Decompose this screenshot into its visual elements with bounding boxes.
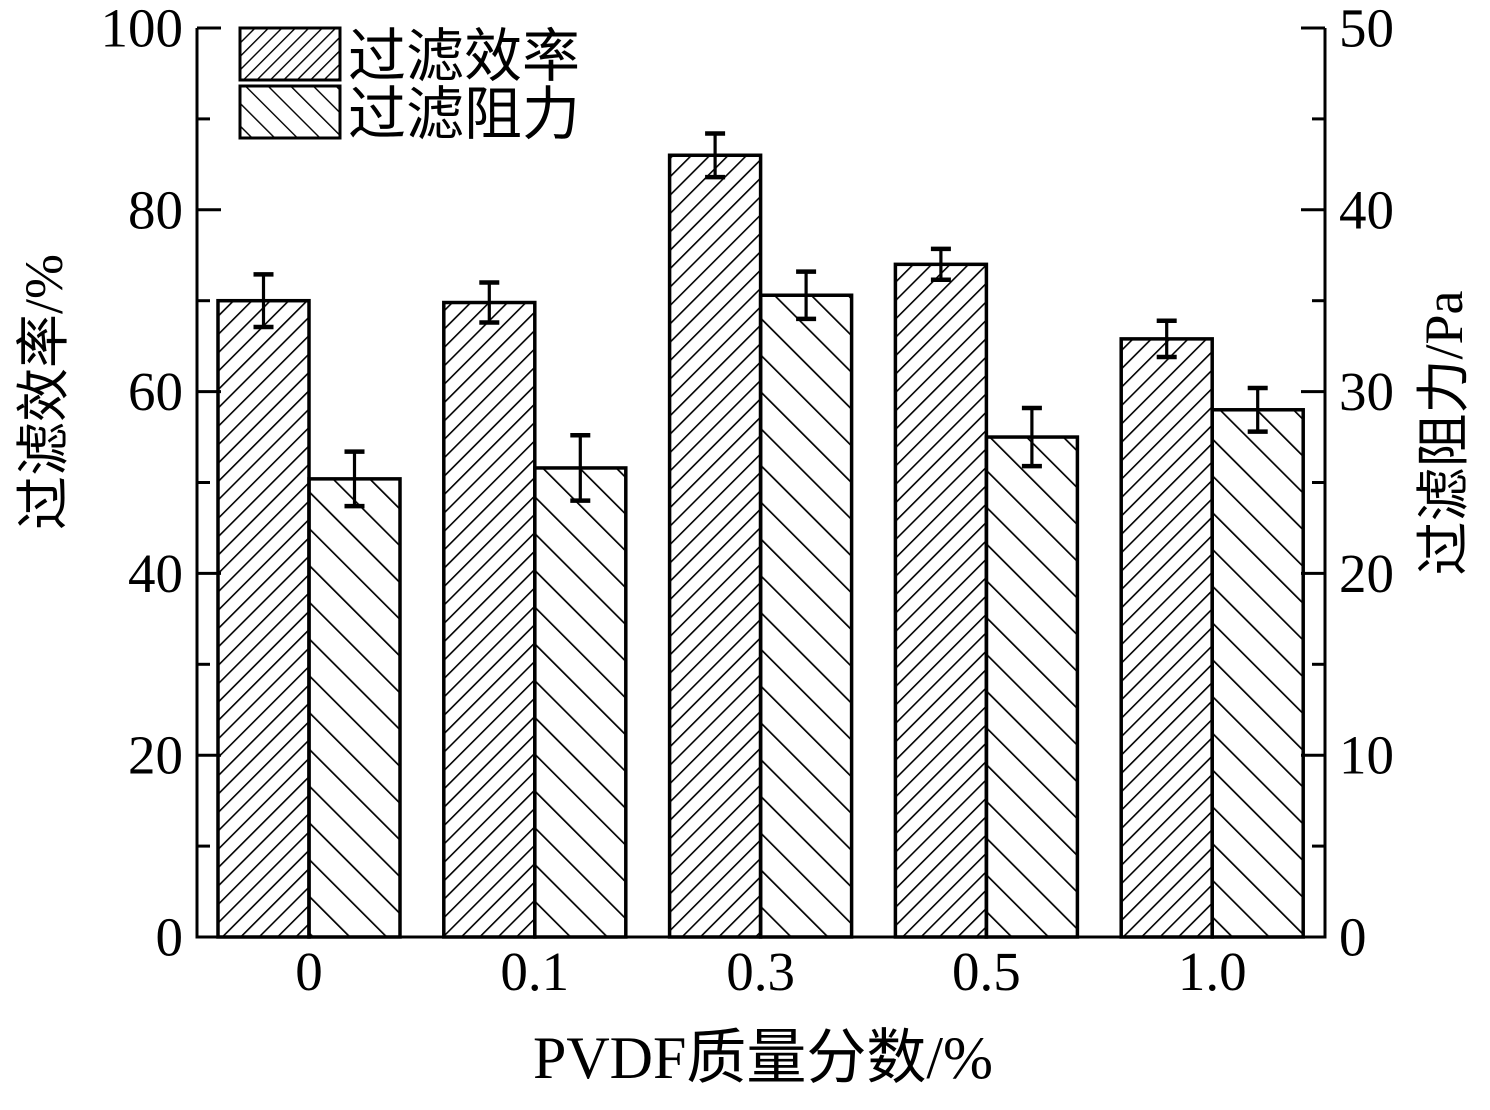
bar-resistance-0.5 [984, 435, 1080, 939]
x-category-label: 1.0 [1178, 941, 1247, 1002]
bar-resistance-0.3 [758, 293, 854, 939]
right-axis-tick-label: 30 [1339, 361, 1394, 422]
right-axis-tick-label: 40 [1339, 179, 1394, 240]
right-axis-tick-label: 10 [1339, 725, 1394, 786]
y-axis-title-right: 过滤阻力/Pa [1414, 290, 1474, 575]
left-axis-tick-label: 100 [101, 0, 184, 59]
legend-swatch-efficiency-hatch-icon [238, 26, 342, 82]
x-category-label: 0 [295, 941, 323, 1002]
bars-layer [216, 131, 1305, 939]
right-axis-tick-label: 20 [1339, 543, 1394, 604]
x-category-label: 0.1 [500, 941, 569, 1002]
bar-efficiency-0.5 [893, 262, 989, 939]
legend-swatch-resistance-hatch-icon [238, 84, 342, 140]
bar-efficiency-0.1 [442, 300, 537, 939]
bar-efficiency-1.0 [1119, 337, 1214, 939]
bar-resistance-1.0 [1210, 408, 1305, 939]
legend-label-efficiency: 过滤效率 [348, 24, 580, 89]
x-category-label: 0.3 [726, 941, 795, 1002]
x-category-label: 0.5 [952, 941, 1021, 1002]
left-axis-tick-label: 80 [128, 179, 183, 240]
left-axis-tick-label: 60 [128, 361, 183, 422]
legend-label-resistance: 过滤阻力 [348, 82, 580, 147]
right-axis-tick-label: 0 [1339, 907, 1367, 968]
right-axis-tick-label: 50 [1339, 0, 1394, 59]
legend: 过滤效率 过滤阻力 [238, 24, 580, 147]
left-axis-tick-label: 20 [128, 725, 183, 786]
left-axis-tick-label: 40 [128, 543, 183, 604]
bar-efficiency-0.3 [667, 153, 763, 939]
axes-layer: 0 20 40 60 80 100 0 10 20 30 40 50 0 0.1 0.3 0.5 1.0 [101, 0, 1395, 1002]
bar-resistance-0 [307, 477, 402, 939]
x-axis-title: PVDF质量分数/% [533, 1025, 993, 1091]
bar-resistance-0.1 [533, 466, 628, 939]
left-axis-tick-label: 0 [156, 907, 184, 968]
bar-efficiency-0 [216, 298, 311, 939]
y-axis-title-left: 过滤效率/% [14, 254, 74, 530]
